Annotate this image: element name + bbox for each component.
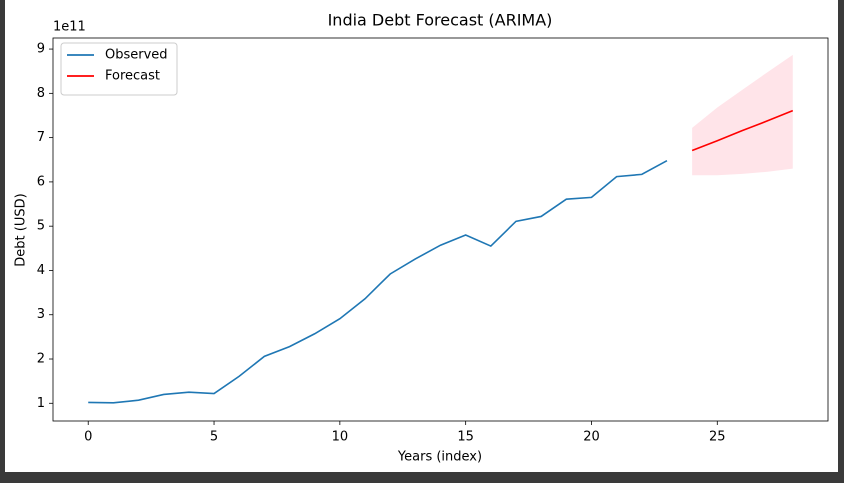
legend-box [60, 42, 178, 96]
y-offset-label: 1e11 [53, 20, 86, 35]
y-tick-label: 3 [37, 307, 45, 322]
y-tick-label: 1 [37, 396, 45, 411]
x-tick-label: 10 [332, 430, 349, 445]
chart-title: India Debt Forecast (ARIMA) [328, 11, 553, 30]
y-tick-label: 5 [37, 219, 45, 234]
series-line [88, 159, 668, 404]
confidence-band [692, 54, 793, 176]
x-axis-label: Years (index) [397, 450, 482, 465]
y-axis-label: Debt (USD) [14, 193, 29, 266]
x-tick-label: 5 [210, 430, 218, 445]
y-tick-label: 9 [37, 42, 45, 57]
y-tick-label: 6 [37, 174, 45, 189]
plot-frame [52, 37, 829, 422]
y-tick-label: 8 [37, 86, 45, 101]
legend-label: Observed [105, 48, 168, 63]
y-tick-label: 7 [37, 130, 45, 145]
x-tick-label: 0 [84, 430, 92, 445]
x-tick-label: 20 [583, 430, 600, 445]
x-tick-label: 25 [709, 430, 726, 445]
x-tick-label: 15 [457, 430, 474, 445]
y-tick-label: 2 [37, 352, 45, 367]
legend-label: Forecast [105, 69, 160, 84]
series-line [691, 109, 794, 152]
y-tick-label: 4 [37, 263, 45, 278]
